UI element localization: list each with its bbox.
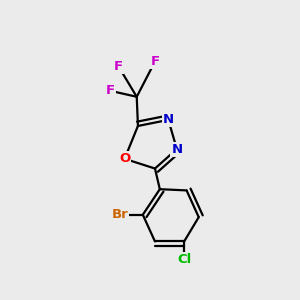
Text: F: F	[105, 84, 115, 97]
Text: F: F	[114, 60, 123, 73]
Text: Cl: Cl	[177, 253, 191, 266]
Text: N: N	[163, 113, 174, 126]
Text: N: N	[171, 142, 182, 156]
Text: Br: Br	[111, 208, 128, 221]
Text: O: O	[119, 152, 130, 165]
Text: F: F	[150, 55, 160, 68]
